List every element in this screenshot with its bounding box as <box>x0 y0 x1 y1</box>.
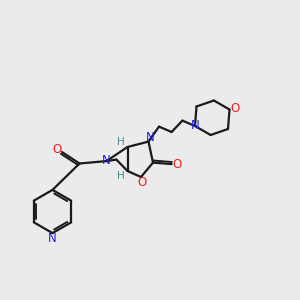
Text: O: O <box>137 176 146 189</box>
Text: N: N <box>101 154 110 167</box>
Text: H: H <box>117 171 125 182</box>
Text: H: H <box>117 136 125 147</box>
Text: N: N <box>48 232 57 245</box>
Text: N: N <box>146 130 154 144</box>
Text: O: O <box>230 102 239 116</box>
Text: O: O <box>52 143 61 156</box>
Text: N: N <box>191 119 200 132</box>
Text: O: O <box>172 158 182 171</box>
